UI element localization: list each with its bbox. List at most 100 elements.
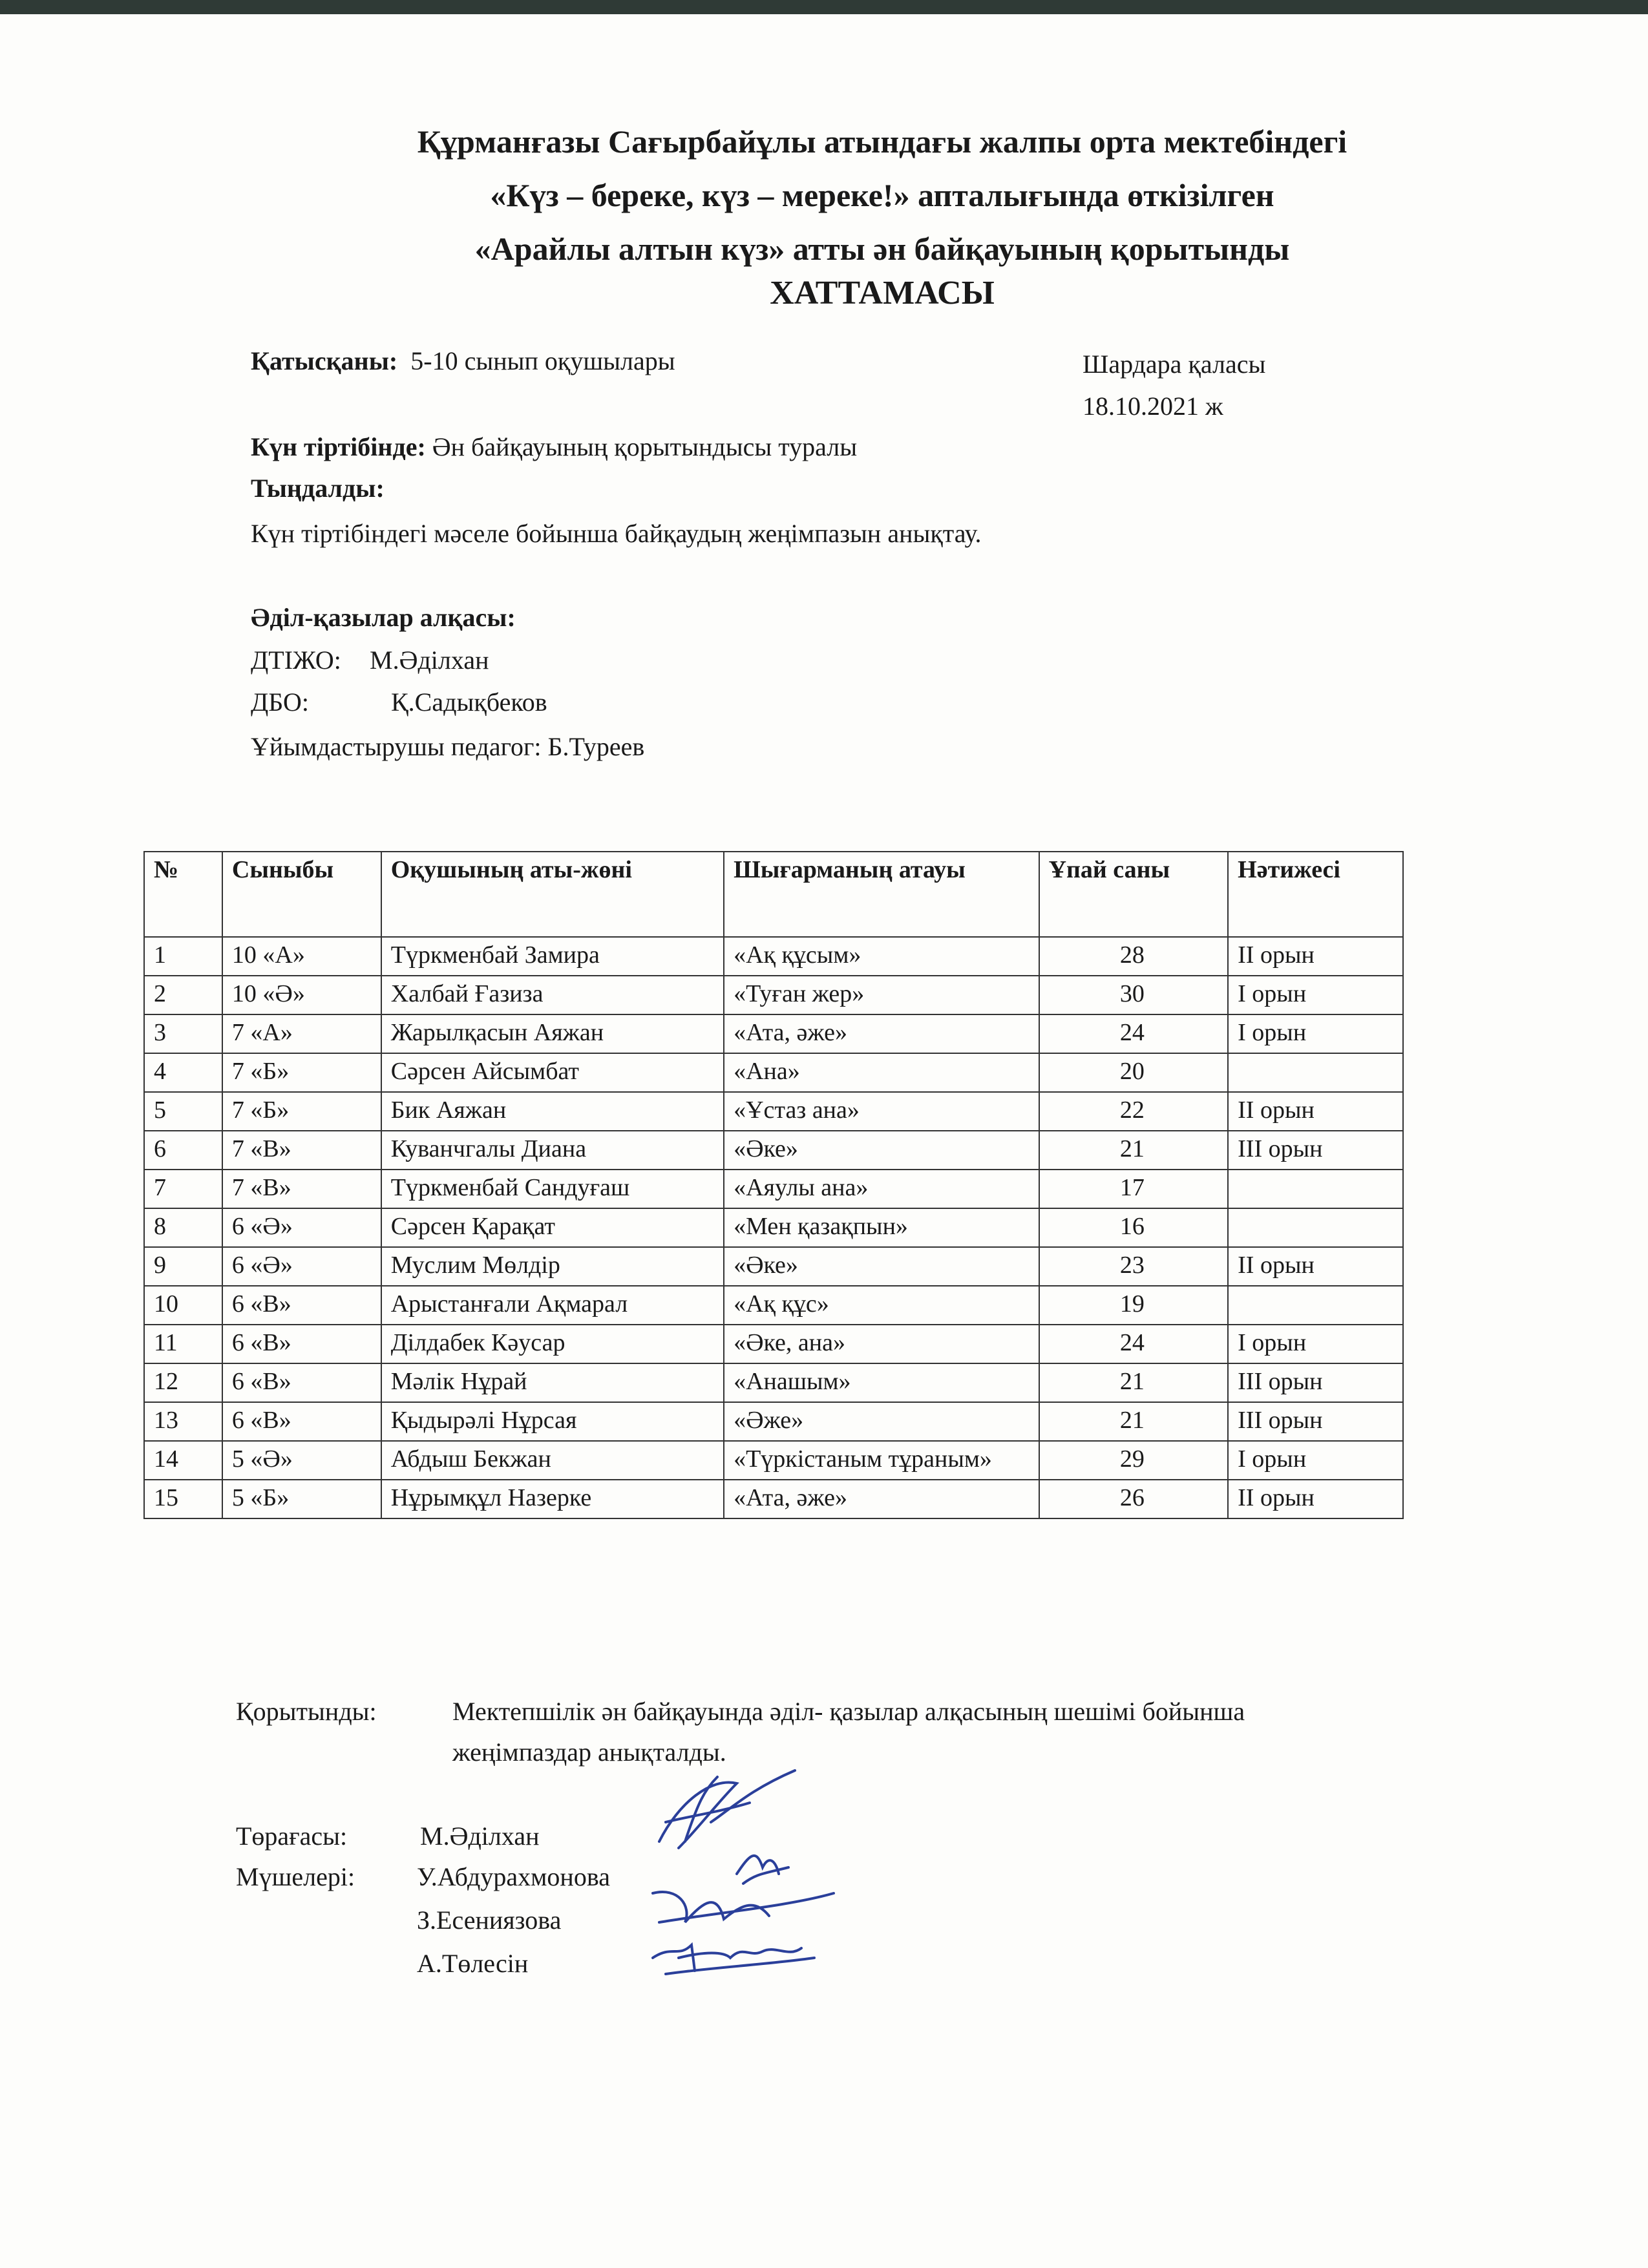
cell-class: 10 «А» <box>221 936 382 976</box>
handwritten-signatures <box>651 1769 835 1975</box>
cell-score: 23 <box>1038 1246 1229 1286</box>
cell-result: ІІ орын <box>1227 1091 1404 1131</box>
title-line-1: Құрманғазы Сағырбайұлы атындағы жалпы ор… <box>417 123 1347 160</box>
cell-number: 7 <box>143 1169 223 1209</box>
cell-student-name: Жарылқасын Аяжан <box>380 1014 725 1054</box>
cell-number: 12 <box>143 1363 223 1403</box>
header-class: Сыныбы <box>221 851 382 938</box>
signature-member-1 <box>735 1854 790 1885</box>
cell-work-title: «Түркістаным тұраным» <box>723 1440 1040 1480</box>
table-row: 11 6 «В» Ділдабек Кәусар «Әке, ана» 24 І орын <box>143 1324 1404 1364</box>
cell-class: 5 «Ә» <box>221 1440 382 1480</box>
signature-chair <box>658 1769 796 1849</box>
cell-number: 1 <box>143 936 223 976</box>
cell-number: 8 <box>143 1208 223 1248</box>
header-student-name: Оқушының аты-жөні <box>380 851 725 938</box>
cell-student-name: Мәлік Нұрай <box>380 1363 725 1403</box>
members-label: Мүшелері: <box>236 1862 355 1891</box>
cell-result: І орын <box>1227 975 1404 1015</box>
cell-student-name: Муслим Мөлдір <box>380 1246 725 1286</box>
cell-score: 24 <box>1038 1324 1229 1364</box>
date: 18.10.2021 ж <box>1083 392 1223 421</box>
cell-work-title: «Ата, әже» <box>723 1014 1040 1054</box>
cell-score: 24 <box>1038 1014 1229 1054</box>
cell-work-title: «Ұстаз ана» <box>723 1091 1040 1131</box>
cell-number: 3 <box>143 1014 223 1054</box>
table-row: 15 5 «Б» Нұрымқұл Назерке «Ата, әже» 26 ІІ ор… <box>143 1479 1404 1519</box>
cell-student-name: Куванчгалы Диана <box>380 1130 725 1170</box>
cell-number: 15 <box>143 1479 223 1519</box>
cell-work-title: «Ақ құс» <box>723 1285 1040 1325</box>
cell-number: 10 <box>143 1285 223 1325</box>
cell-score: 21 <box>1038 1402 1229 1442</box>
cell-work-title: «Ақ құсым» <box>723 936 1040 976</box>
table-header-row: № Сыныбы Оқушының аты-жөні Шығарманың ат… <box>143 851 1404 938</box>
cell-class: 6 «В» <box>221 1285 382 1325</box>
header-work-title: Шығарманың атауы <box>723 851 1040 938</box>
conclusion-line-2: жеңімпаздар анықталды. <box>452 1738 726 1767</box>
cell-class: 6 «В» <box>221 1363 382 1403</box>
results-table: № Сыныбы Оқушының аты-жөні Шығарманың ат… <box>143 851 1404 1519</box>
cell-student-name: Нұрымқұл Назерке <box>380 1479 725 1519</box>
participants: Қатысқаны: 5-10 сынып оқушылары <box>251 346 675 376</box>
cell-result <box>1227 1208 1404 1248</box>
cell-work-title: «Әке» <box>723 1130 1040 1170</box>
cell-score: 30 <box>1038 975 1229 1015</box>
agenda-label: Күн тіртібінде: <box>251 432 426 461</box>
cell-work-title: «Ата, әже» <box>723 1479 1040 1519</box>
jury-role-1: ДТІЖО: <box>251 646 341 675</box>
cell-number: 14 <box>143 1440 223 1480</box>
cell-class: 7 «Б» <box>221 1091 382 1131</box>
cell-result: ІІІ орын <box>1227 1130 1404 1170</box>
cell-result <box>1227 1053 1404 1093</box>
cell-student-name: Түркменбай Сандуғаш <box>380 1169 725 1209</box>
table-row: 14 5 «Ә» Абдыш Бекжан «Түркістаным тұраным»… <box>143 1440 1404 1480</box>
agenda-value: Ән байқауының қорытындысы туралы <box>432 432 858 461</box>
cell-student-name: Сәрсен Қарақат <box>380 1208 725 1248</box>
cell-result: ІІІ орын <box>1227 1363 1404 1403</box>
cell-result: І орын <box>1227 1440 1404 1480</box>
cell-score: 19 <box>1038 1285 1229 1325</box>
cell-work-title: «Аяулы ана» <box>723 1169 1040 1209</box>
cell-student-name: Сәрсен Айсымбат <box>380 1053 725 1093</box>
cell-student-name: Қыдырәлі Нұрсая <box>380 1402 725 1442</box>
title-line-2: «Күз – береке, күз – мереке!» апталығынд… <box>490 177 1274 213</box>
cell-result <box>1227 1285 1404 1325</box>
agenda: Күн тіртібінде: Ән байқауының қорытындыс… <box>251 432 857 462</box>
cell-student-name: Халбай Ғазиза <box>380 975 725 1015</box>
cell-student-name: Арыстанғали Ақмарал <box>380 1285 725 1325</box>
cell-score: 16 <box>1038 1208 1229 1248</box>
cell-score: 21 <box>1038 1363 1229 1403</box>
cell-score: 26 <box>1038 1479 1229 1519</box>
cell-result <box>1227 1169 1404 1209</box>
conclusion-line-1: Мектепшілік ән байқауында әділ- қазылар … <box>452 1697 1245 1726</box>
organizer: Ұйымдастырушы педагог: Б.Туреев <box>251 732 645 761</box>
cell-score: 17 <box>1038 1169 1229 1209</box>
member-3: А.Төлесін <box>417 1949 529 1978</box>
cell-score: 28 <box>1038 936 1229 976</box>
signature-member-3 <box>651 1942 816 1975</box>
scan-edge <box>0 0 1648 14</box>
cell-score: 21 <box>1038 1130 1229 1170</box>
heard-label: Тыңдалды: <box>251 474 385 503</box>
cell-work-title: «Туған жер» <box>723 975 1040 1015</box>
header-number: № <box>143 851 223 938</box>
cell-score: 22 <box>1038 1091 1229 1131</box>
cell-class: 7 «Б» <box>221 1053 382 1093</box>
cell-result: ІІ орын <box>1227 1479 1404 1519</box>
cell-work-title: «Әке» <box>723 1246 1040 1286</box>
heard-value: Күн тіртібіндегі мәселе бойынша байқауды… <box>251 519 982 548</box>
cell-result: І орын <box>1227 1014 1404 1054</box>
cell-student-name: Абдыш Бекжан <box>380 1440 725 1480</box>
cell-class: 6 «В» <box>221 1402 382 1442</box>
title-line-3: «Арайлы алтын күз» атты ән байқауының қо… <box>474 231 1290 267</box>
cell-class: 6 «В» <box>221 1324 382 1364</box>
place: Шардара қаласы <box>1083 350 1266 379</box>
cell-work-title: «Мен қазақпын» <box>723 1208 1040 1248</box>
cell-student-name: Ділдабек Кәусар <box>380 1324 725 1364</box>
cell-result: ІІ орын <box>1227 1246 1404 1286</box>
